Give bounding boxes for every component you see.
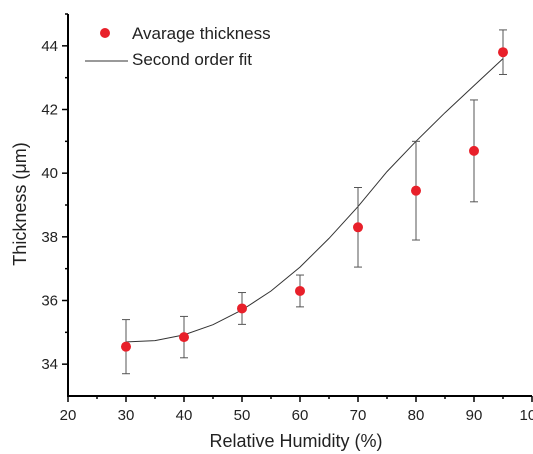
x-tick-label: 30 <box>118 407 135 424</box>
y-tick-label: 34 <box>41 356 58 373</box>
ticks: 20 30 40 50 60 70 80 90 100 34 36 38 40 42 44 <box>41 13 533 424</box>
y-tick-label: 42 <box>41 102 58 119</box>
data-point <box>295 285 305 296</box>
data-point <box>179 332 189 343</box>
data-point <box>121 341 131 352</box>
x-tick-label: 60 <box>292 407 309 424</box>
y-axis-label: Thickness (μm) <box>10 142 30 265</box>
legend-label-fit: Second order fit <box>132 50 252 69</box>
x-tick-label: 80 <box>408 407 425 424</box>
legend-marker-points <box>100 28 110 38</box>
fit-series <box>125 58 504 343</box>
x-tick-label: 70 <box>350 407 367 424</box>
x-tick-label: 40 <box>176 407 193 424</box>
axes-frame <box>67 14 532 397</box>
legend: Avarage thickness Second order fit <box>85 24 271 69</box>
data-point <box>411 185 421 196</box>
data-point <box>469 145 479 156</box>
data-points <box>121 47 508 352</box>
y-tick-label: 38 <box>41 229 58 246</box>
y-tick-label: 36 <box>41 293 58 310</box>
x-tick-label: 50 <box>234 407 251 424</box>
legend-label-points: Avarage thickness <box>132 24 271 43</box>
data-point <box>498 47 508 58</box>
y-tick-label: 44 <box>41 38 58 55</box>
x-tick-label: 90 <box>466 407 483 424</box>
x-axis-label: Relative Humidity (%) <box>209 431 382 451</box>
error-bars <box>122 29 507 375</box>
data-point <box>237 303 247 314</box>
y-tick-label: 40 <box>41 165 58 182</box>
axis-lines <box>67 14 532 397</box>
data-point <box>353 222 363 233</box>
fit-line <box>125 58 504 343</box>
x-tick-label: 100 <box>519 407 533 424</box>
x-tick-label: 20 <box>60 407 77 424</box>
